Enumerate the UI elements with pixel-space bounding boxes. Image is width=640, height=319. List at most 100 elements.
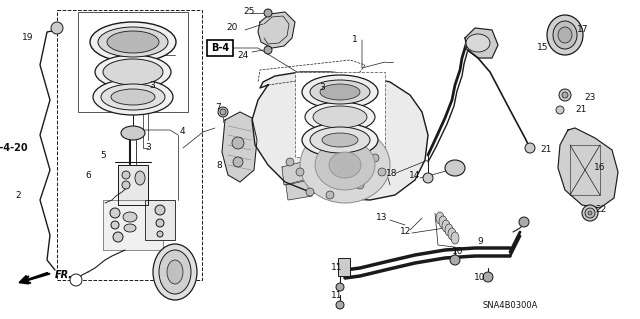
Polygon shape bbox=[258, 12, 295, 48]
Text: SNA4B0300A: SNA4B0300A bbox=[483, 300, 538, 309]
Ellipse shape bbox=[302, 123, 378, 157]
Circle shape bbox=[525, 143, 535, 153]
Text: FR.: FR. bbox=[55, 270, 73, 280]
Text: 3: 3 bbox=[145, 144, 151, 152]
Circle shape bbox=[232, 137, 244, 149]
Ellipse shape bbox=[442, 220, 450, 232]
Text: 16: 16 bbox=[595, 164, 605, 173]
Text: 5: 5 bbox=[100, 151, 106, 160]
Ellipse shape bbox=[451, 232, 459, 244]
Polygon shape bbox=[465, 28, 498, 58]
Text: 10: 10 bbox=[452, 248, 464, 256]
Text: 14: 14 bbox=[410, 172, 420, 181]
Text: 17: 17 bbox=[577, 25, 589, 33]
Ellipse shape bbox=[135, 171, 145, 185]
Text: B-4: B-4 bbox=[211, 43, 229, 53]
Circle shape bbox=[157, 231, 163, 237]
Circle shape bbox=[451, 164, 459, 172]
Ellipse shape bbox=[167, 260, 183, 284]
Ellipse shape bbox=[107, 31, 159, 53]
Ellipse shape bbox=[93, 79, 173, 115]
Circle shape bbox=[51, 22, 63, 34]
Text: 8: 8 bbox=[216, 160, 222, 169]
Circle shape bbox=[483, 272, 493, 282]
Bar bbox=[103, 200, 163, 250]
Circle shape bbox=[264, 9, 272, 17]
Ellipse shape bbox=[436, 212, 444, 224]
Circle shape bbox=[562, 92, 568, 98]
Ellipse shape bbox=[439, 216, 447, 228]
Ellipse shape bbox=[302, 75, 378, 109]
Text: 23: 23 bbox=[584, 93, 596, 101]
Ellipse shape bbox=[445, 224, 453, 236]
Ellipse shape bbox=[159, 250, 191, 294]
Circle shape bbox=[306, 188, 314, 196]
Polygon shape bbox=[286, 180, 312, 200]
Bar bbox=[207, 40, 233, 56]
Ellipse shape bbox=[329, 152, 361, 178]
Text: 3: 3 bbox=[149, 80, 155, 90]
Text: 25: 25 bbox=[243, 8, 255, 17]
Bar bbox=[338, 258, 350, 276]
Polygon shape bbox=[222, 112, 257, 182]
Ellipse shape bbox=[547, 15, 583, 55]
Ellipse shape bbox=[313, 106, 367, 128]
Ellipse shape bbox=[553, 21, 577, 49]
Ellipse shape bbox=[111, 89, 155, 105]
Text: 21: 21 bbox=[540, 145, 552, 154]
Circle shape bbox=[585, 208, 595, 218]
Circle shape bbox=[559, 89, 571, 101]
Text: 6: 6 bbox=[85, 170, 91, 180]
Ellipse shape bbox=[448, 228, 456, 240]
Ellipse shape bbox=[445, 160, 465, 176]
Circle shape bbox=[296, 168, 304, 176]
Circle shape bbox=[423, 173, 433, 183]
Polygon shape bbox=[282, 160, 312, 185]
Circle shape bbox=[264, 46, 272, 54]
Ellipse shape bbox=[123, 212, 137, 222]
Circle shape bbox=[218, 107, 228, 117]
Text: 10: 10 bbox=[474, 273, 486, 283]
Ellipse shape bbox=[320, 84, 360, 100]
Ellipse shape bbox=[322, 133, 358, 147]
Text: 2: 2 bbox=[15, 190, 21, 199]
Circle shape bbox=[111, 221, 119, 229]
Circle shape bbox=[286, 158, 294, 166]
Circle shape bbox=[378, 168, 386, 176]
Text: 20: 20 bbox=[227, 24, 237, 33]
Circle shape bbox=[70, 274, 82, 286]
Ellipse shape bbox=[124, 224, 136, 232]
Text: 9: 9 bbox=[477, 236, 483, 246]
Circle shape bbox=[326, 191, 334, 199]
Polygon shape bbox=[252, 72, 428, 200]
Circle shape bbox=[156, 219, 164, 227]
Circle shape bbox=[371, 154, 379, 162]
Text: 19: 19 bbox=[22, 33, 34, 42]
Ellipse shape bbox=[90, 22, 176, 62]
Text: 3: 3 bbox=[319, 83, 325, 92]
Text: 24: 24 bbox=[237, 50, 248, 60]
Circle shape bbox=[519, 217, 529, 227]
Ellipse shape bbox=[98, 27, 168, 57]
Circle shape bbox=[122, 181, 130, 189]
Text: 22: 22 bbox=[595, 205, 607, 214]
Circle shape bbox=[336, 301, 344, 309]
Circle shape bbox=[110, 208, 120, 218]
Text: 13: 13 bbox=[376, 212, 388, 221]
Circle shape bbox=[450, 255, 460, 265]
Ellipse shape bbox=[153, 244, 197, 300]
Text: 11: 11 bbox=[332, 292, 343, 300]
Polygon shape bbox=[558, 128, 618, 208]
Ellipse shape bbox=[101, 84, 165, 110]
Text: 1: 1 bbox=[352, 35, 358, 44]
Bar bbox=[78, 12, 188, 112]
Text: 18: 18 bbox=[387, 168, 397, 177]
Ellipse shape bbox=[300, 127, 390, 203]
Ellipse shape bbox=[121, 126, 145, 140]
Circle shape bbox=[122, 171, 130, 179]
Circle shape bbox=[556, 106, 564, 114]
Text: 11: 11 bbox=[332, 263, 343, 271]
Circle shape bbox=[155, 205, 165, 215]
Ellipse shape bbox=[466, 34, 490, 52]
Text: 7: 7 bbox=[215, 103, 221, 113]
